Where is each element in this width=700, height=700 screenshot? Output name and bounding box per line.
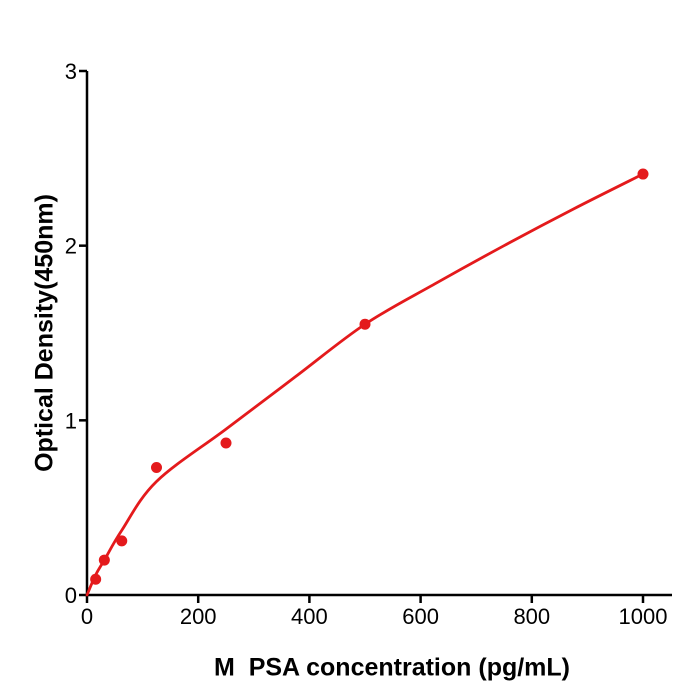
y-tick-label: 3 xyxy=(65,59,77,84)
data-point-marker xyxy=(98,554,110,566)
x-tick-label: 600 xyxy=(402,604,439,629)
y-tick-label: 2 xyxy=(65,234,77,259)
data-point-marker xyxy=(220,437,232,449)
x-tick-label: 0 xyxy=(81,604,93,629)
x-tick-label: 800 xyxy=(513,604,550,629)
y-tick-label: 0 xyxy=(65,583,77,608)
x-tick-label: 200 xyxy=(180,604,217,629)
fit-curve-line xyxy=(85,172,645,597)
x-tick-label: 1000 xyxy=(619,604,668,629)
data-point-marker xyxy=(359,318,371,330)
data-point-marker xyxy=(90,573,102,585)
data-point-marker xyxy=(637,168,649,180)
y-tick-label: 1 xyxy=(65,408,77,433)
data-point-marker xyxy=(151,461,162,473)
plot-area: 0 200 400 600 800 1000 0 1 2 3 xyxy=(65,59,672,629)
x-tick-label: 400 xyxy=(291,604,328,629)
data-point-marker xyxy=(116,535,128,547)
